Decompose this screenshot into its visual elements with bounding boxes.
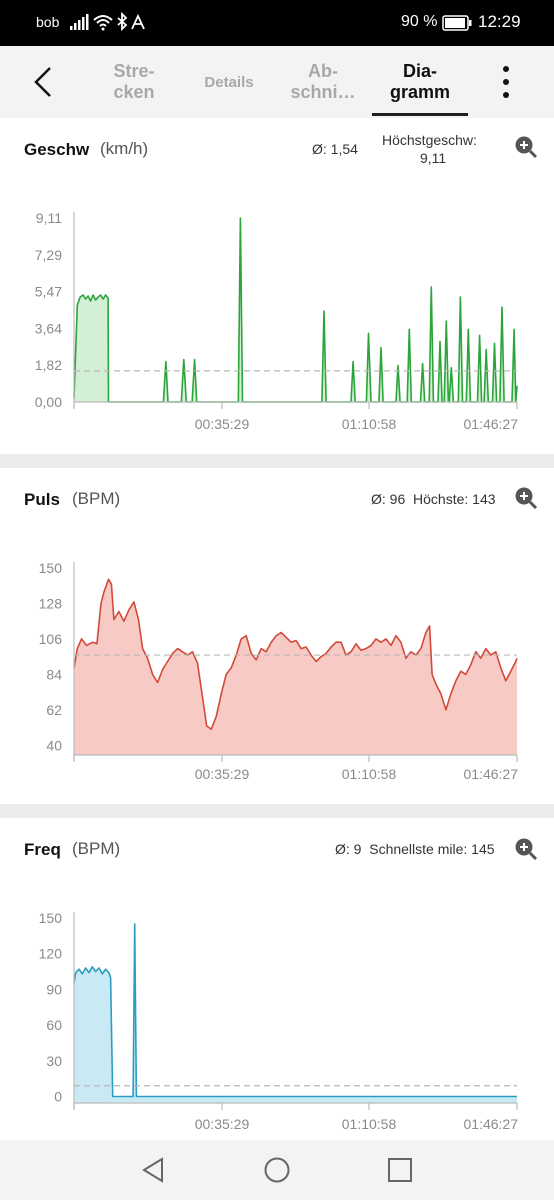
speed-chart-card: Geschw (km/h) Ø: 1,54 Höchstgeschw: 9,11… [0,118,554,454]
y-tick-label: 5,47 [35,284,62,300]
speed-chart-title: Geschw [24,140,90,159]
x-tick-label: 01:46:27 [464,416,519,432]
speed-max-value: 9,11 [420,150,447,166]
y-tick-label: 120 [39,946,63,962]
y-tick-label: 3,64 [35,320,62,336]
tab-label: Dia- gramm [389,61,451,102]
freq-area-fill [74,923,517,1103]
y-tick-label: 150 [39,560,63,576]
y-tick-label: 90 [46,981,62,997]
clock: 12:29 [478,12,521,31]
nav-back-icon[interactable] [138,1154,170,1186]
y-tick-label: 1,82 [35,357,62,373]
active-tab-indicator [372,113,468,116]
x-tick-label: 01:10:58 [342,766,397,782]
system-nav-bar [0,1140,554,1200]
app-bar: Stre- cken Details Ab- schni… Dia- gramm [0,46,554,118]
more-options-icon[interactable] [494,62,518,102]
tab-details[interactable]: Details [194,46,264,118]
status-bar: bob 90 % 12:29 [0,0,554,46]
tab-label: Ab- schni… [290,61,356,102]
x-tick-label: 00:35:29 [195,1116,250,1132]
x-tick-label: 01:46:27 [464,766,519,782]
back-arrow-icon[interactable] [22,60,66,104]
pulse-chart-title: Puls [24,490,60,509]
y-tick-label: 30 [46,1053,62,1069]
carrier-label: bob [36,14,60,30]
nfc-icon [131,13,145,30]
x-tick-label: 00:35:29 [195,766,250,782]
pulse-area-fill [74,579,517,755]
y-tick-label: 40 [46,737,62,753]
freq-chart: 150 120 90 60 30 0 00:35:29 01:10:58 01:46:27 [39,910,519,1132]
pulse-stats: Ø: 96 Höchste: 143 [371,491,496,507]
y-tick-label: 0 [54,1088,62,1104]
y-tick-label: 60 [46,1017,62,1033]
speed-average: Ø: 1,54 [312,141,358,157]
tab-abschnitte[interactable]: Ab- schni… [280,46,366,118]
nav-recents-icon[interactable] [384,1154,416,1186]
zoom-in-icon[interactable] [514,837,538,861]
pulse-chart: 150 128 106 84 62 40 00:35:29 01:10:58 01:46:27 [39,560,519,782]
freq-chart-unit: (BPM) [72,839,121,858]
x-tick-label: 01:10:58 [342,416,397,432]
y-tick-label: 9,11 [36,210,62,226]
y-tick-label: 128 [39,595,63,611]
y-tick-label: 84 [46,666,62,682]
zoom-in-icon[interactable] [514,135,538,159]
freq-series-line [73,923,517,1098]
battery-icon [442,15,472,31]
tab-strecken[interactable]: Stre- cken [96,46,172,118]
freq-chart-card: Freq (BPM) Ø: 9 Schnellste mile: 145 150… [0,818,554,1140]
y-tick-label: 150 [39,910,63,926]
freq-chart-title: Freq [24,840,61,859]
speed-chart-unit: (km/h) [100,139,149,158]
speed-chart: 9,11 7,29 5,47 3,64 1,82 0,00 00:35:29 01:10:58… [35,210,519,432]
pulse-series-line [73,578,518,730]
x-tick-label: 01:46:27 [464,1116,519,1132]
status-icons [70,12,145,32]
speed-series-line [73,217,518,403]
bluetooth-icon [117,12,128,32]
freq-stats: Ø: 9 Schnellste mile: 145 [335,841,495,857]
y-tick-label: 62 [46,702,62,718]
signal-icon [70,14,89,30]
y-tick-label: 7,29 [35,247,62,263]
pulse-chart-card: Puls (BPM) Ø: 96 Höchste: 143 150 128 106 8… [0,468,554,804]
tab-label: Details [204,73,254,91]
x-tick-label: 01:10:58 [342,1116,397,1132]
pulse-chart-unit: (BPM) [72,489,121,508]
zoom-in-icon[interactable] [514,486,538,510]
tab-diagramm[interactable]: Dia- gramm [372,46,468,118]
speed-max-label: Höchstgeschw: [382,132,477,148]
y-tick-label: 0,00 [35,394,62,410]
wifi-icon [93,15,113,31]
nav-home-icon[interactable] [261,1154,293,1186]
x-tick-label: 00:35:29 [195,416,250,432]
y-tick-label: 106 [39,631,63,647]
battery-percent: 90 % [401,13,438,30]
tab-label: Stre- cken [113,61,155,102]
